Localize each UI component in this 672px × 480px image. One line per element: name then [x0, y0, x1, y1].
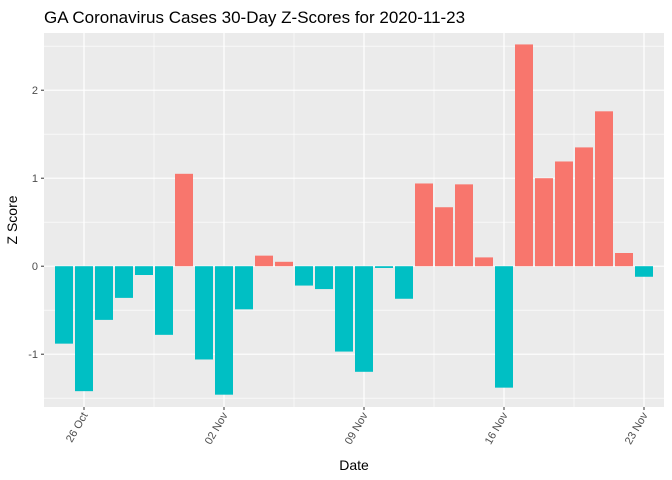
bar [195, 266, 213, 360]
y-tick-label: 1 [32, 173, 38, 185]
bar [475, 257, 493, 267]
bar [395, 266, 413, 299]
bar [55, 266, 73, 344]
bar [75, 266, 93, 392]
x-axis-ticks: 26 Oct 02 Nov 09 Nov 16 Nov 23 Nov [64, 407, 651, 447]
bars [55, 44, 653, 395]
bar [575, 147, 593, 267]
bar [515, 44, 533, 267]
x-tick-label: 09 Nov [343, 410, 371, 447]
bar [375, 266, 393, 268]
bar [615, 253, 633, 267]
y-tick-label: 2 [32, 85, 38, 97]
bar [415, 183, 433, 267]
y-tick-label: -1 [28, 349, 38, 361]
bar [495, 266, 513, 388]
bar [435, 207, 453, 267]
bar [235, 266, 253, 310]
bar [215, 266, 233, 395]
bar [175, 173, 193, 267]
bar [155, 266, 173, 335]
bar [555, 161, 573, 267]
bar [275, 261, 293, 267]
bar [115, 266, 133, 298]
bar [95, 266, 113, 320]
x-tick-label: 16 Nov [483, 410, 511, 447]
y-tick-label: 0 [32, 261, 38, 273]
bar [295, 266, 313, 286]
y-axis-title: Z Score [4, 195, 20, 244]
x-axis-title: Date [339, 457, 369, 473]
bar [315, 266, 333, 290]
x-tick-label: 02 Nov [203, 410, 231, 447]
bar [635, 266, 653, 277]
bar [255, 255, 273, 267]
bar [355, 266, 373, 372]
chart-title: GA Coronavirus Cases 30-Day Z-Scores for… [44, 8, 465, 27]
bar [535, 178, 553, 267]
bar [595, 111, 613, 267]
y-axis-ticks: -1 0 1 2 [28, 85, 44, 361]
x-tick-label: 26 Oct [64, 411, 91, 445]
bar [135, 266, 153, 275]
x-tick-label: 23 Nov [623, 410, 651, 447]
bar [335, 266, 353, 352]
bar [455, 184, 473, 267]
